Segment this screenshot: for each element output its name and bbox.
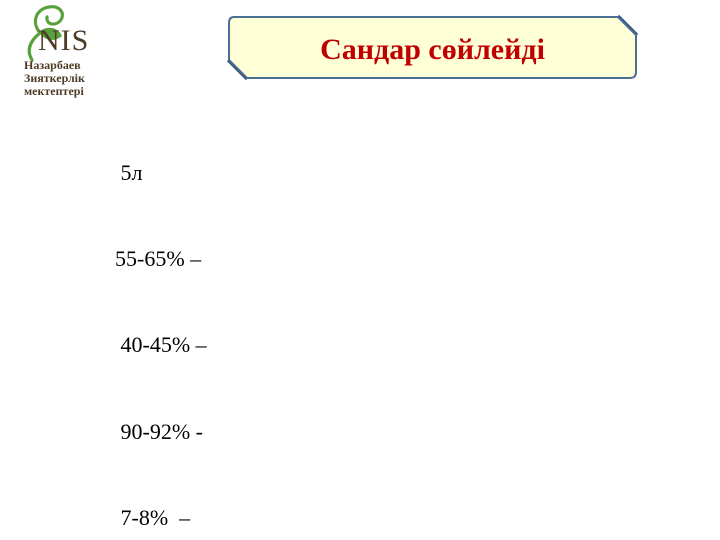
list-item: 7-8% –	[115, 505, 196, 531]
sprout-icon	[27, 5, 64, 62]
banner-shape	[226, 14, 639, 81]
logo-org-line: мектептері	[24, 84, 84, 98]
numbers-list: 5л 55-65% – 40-45% – 90-92% - 7-8% – 4,5…	[115, 101, 212, 540]
list-item: 5л	[115, 159, 143, 185]
logo-org-line: Зияткерлік	[24, 71, 85, 85]
logo-acronym: NIS	[38, 24, 90, 57]
list-item: 40-45% –	[115, 332, 213, 358]
slide-title: Сандар сөйлейді	[320, 33, 545, 66]
logo-org-line: Назарбаев	[24, 58, 81, 72]
title-banner: Сандар сөйлейді	[226, 14, 639, 81]
logo-org-name: Назарбаев Зияткерлік мектептері	[24, 59, 85, 98]
list-item: 90-92% -	[115, 418, 209, 444]
list-item: 55-65% –	[115, 245, 207, 271]
nis-logo: NIS Назарбаев Зияткерлік мектептері	[8, 3, 112, 100]
